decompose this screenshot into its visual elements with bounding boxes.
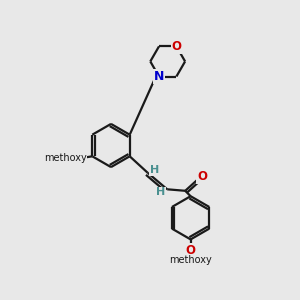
Text: H: H bbox=[150, 165, 159, 175]
Text: O: O bbox=[74, 151, 84, 164]
Text: O: O bbox=[186, 244, 196, 257]
Text: H: H bbox=[156, 187, 165, 197]
Text: O: O bbox=[197, 170, 207, 184]
Text: O: O bbox=[171, 40, 182, 53]
Text: methoxy: methoxy bbox=[169, 255, 212, 266]
Text: N: N bbox=[154, 70, 164, 83]
Text: methoxy: methoxy bbox=[44, 153, 87, 163]
